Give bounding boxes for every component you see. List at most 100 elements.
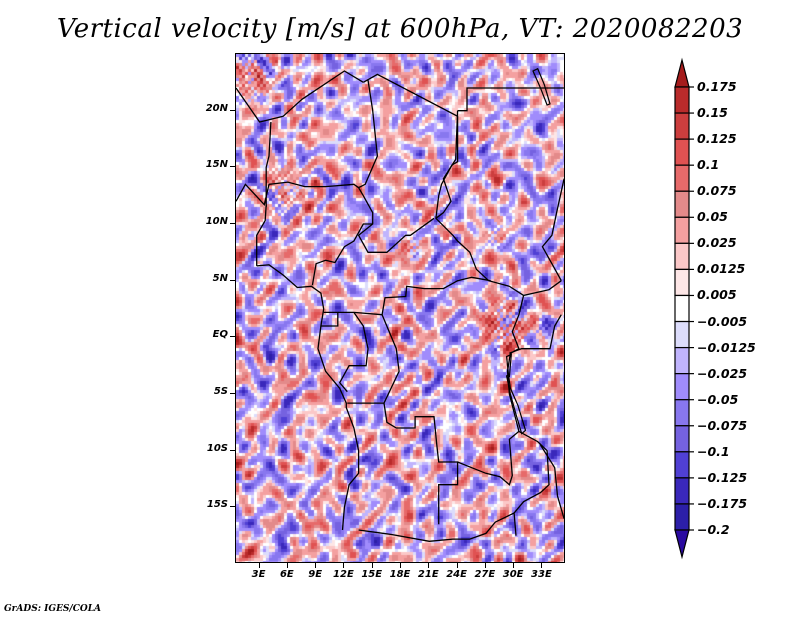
colorbar-swatch — [674, 425, 690, 453]
country-border — [435, 110, 459, 219]
y-tick — [230, 109, 235, 111]
colorbar-label: −0.05 — [697, 391, 739, 407]
country-border — [539, 444, 564, 519]
x-tick — [484, 563, 486, 568]
colorbar-swatch — [674, 399, 690, 427]
colorbar-label: −0.075 — [697, 417, 748, 433]
country-border — [311, 223, 373, 286]
colorbar-swatch — [674, 268, 690, 297]
y-tick-label: 5N — [212, 272, 228, 284]
colorbar-extend-max — [674, 57, 690, 88]
x-tick-label: 9E — [308, 569, 323, 580]
colorbar-label: −0.175 — [697, 495, 748, 511]
colorbar-swatch — [674, 242, 690, 271]
colorbar-swatch — [674, 112, 690, 140]
colorbar-label: −0.125 — [697, 469, 748, 485]
country-border — [509, 314, 562, 354]
y-tick — [230, 166, 235, 168]
colorbar-label: 0.1 — [697, 157, 720, 173]
map-plot-area — [235, 53, 565, 563]
colorbar-label: 0.15 — [697, 105, 728, 121]
y-tick — [230, 506, 235, 508]
y-tick-label: 20N — [205, 102, 228, 114]
y-tick-label: EQ — [212, 329, 228, 341]
x-tick-label: 18E — [389, 569, 411, 580]
country-borders — [236, 67, 564, 542]
country-border — [513, 430, 550, 536]
country-border — [256, 264, 360, 531]
country-border — [357, 80, 435, 253]
colorbar-swatch — [674, 86, 690, 114]
x-tick — [456, 563, 458, 568]
y-tick — [230, 223, 235, 224]
colorbar-label: 0.025 — [697, 235, 737, 251]
y-tick — [230, 336, 235, 338]
colorbar-label: 0.0125 — [697, 261, 746, 277]
y-tick-label: 15S — [206, 499, 228, 511]
colorbar-swatch — [674, 320, 690, 349]
y-tick-label: 5S — [213, 386, 228, 397]
y-tick — [230, 393, 235, 394]
country-border — [337, 276, 491, 316]
colorbar-swatch — [674, 477, 690, 505]
colorbar-label: −0.005 — [697, 313, 748, 329]
x-tick-label: 27E — [474, 569, 496, 580]
y-tick-label: 10S — [206, 442, 228, 454]
y-tick — [230, 449, 235, 451]
x-tick-label: 12E — [333, 569, 354, 580]
lake-outline — [532, 67, 551, 106]
colorbar-swatch — [674, 216, 690, 244]
colorbar-swatch — [674, 190, 690, 218]
x-tick — [258, 563, 260, 568]
country-border — [383, 403, 459, 525]
x-tick-label: 33E — [531, 569, 552, 580]
country-border — [236, 70, 364, 123]
country-border — [320, 311, 339, 327]
colorbar-swatch — [674, 346, 690, 375]
colorbar-label: −0.025 — [697, 365, 748, 381]
colorbar-label: 0.075 — [697, 183, 737, 199]
country-border — [256, 204, 267, 266]
country-border — [347, 314, 400, 404]
x-tick-label: 21E — [417, 569, 439, 580]
colorbar-swatch — [674, 138, 690, 166]
x-tick — [286, 563, 288, 568]
colorbar-label: −0.0125 — [697, 339, 756, 355]
x-tick — [315, 563, 317, 568]
colorbar-label: 0.125 — [697, 131, 737, 147]
x-tick-label: 3E — [251, 569, 266, 580]
x-tick-label: 6E — [279, 569, 294, 580]
colorbar-swatch — [674, 373, 690, 401]
colorbar-label: 0.005 — [697, 287, 737, 303]
country-border — [541, 178, 564, 282]
colorbar-swatch — [674, 451, 690, 479]
colorbar-swatch — [674, 294, 690, 323]
x-tick — [400, 563, 401, 568]
colorbar-extend-min — [674, 529, 690, 560]
x-tick — [513, 563, 515, 568]
country-border — [457, 430, 520, 486]
x-tick — [428, 563, 430, 568]
y-tick-label: 10N — [205, 216, 228, 227]
x-tick-label: 24E — [446, 569, 467, 580]
lake-outline — [505, 373, 527, 435]
chart-title: Vertical velocity [m/s] at 600hPa, VT: 2… — [56, 14, 744, 44]
country-border — [362, 73, 562, 297]
x-tick — [343, 563, 345, 568]
colorbar-label: 0.05 — [697, 209, 728, 225]
y-tick — [230, 279, 235, 281]
x-tick — [541, 563, 543, 568]
y-tick-label: 15N — [205, 159, 228, 171]
country-border — [457, 87, 564, 112]
x-tick-label: 30E — [502, 569, 524, 580]
country-border — [265, 121, 272, 207]
country-border — [236, 181, 359, 207]
country-border — [338, 312, 369, 393]
colorbar-swatch — [674, 503, 690, 531]
colorbar-swatch — [674, 164, 690, 192]
colorbar-label: −0.1 — [697, 443, 730, 459]
x-tick — [371, 563, 373, 568]
colorbar-label: 0.175 — [697, 79, 737, 94]
velocity-field — [236, 54, 564, 562]
